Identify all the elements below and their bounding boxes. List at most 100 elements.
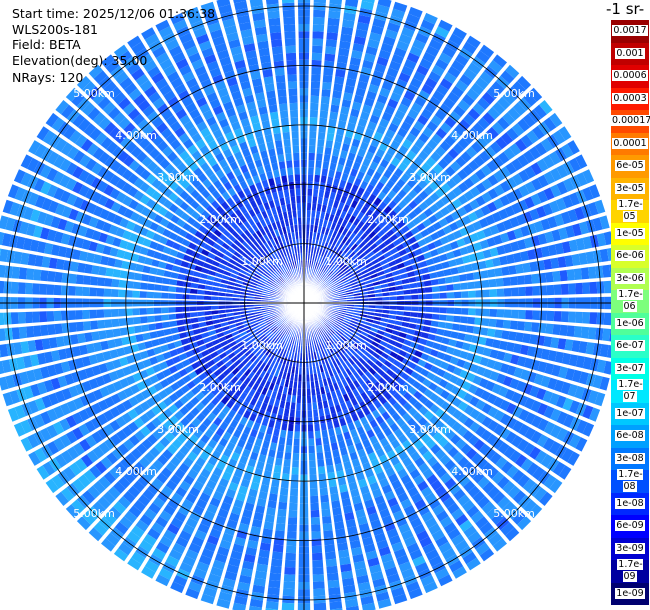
range-gate-cell (395, 78, 408, 90)
range-gate-cell (474, 280, 483, 289)
range-gate-cell (60, 450, 74, 464)
range-gate-cell (555, 197, 567, 211)
range-gate-cell (248, 532, 260, 542)
range-gate-cell (413, 439, 424, 450)
range-gate-cell (511, 158, 523, 171)
range-gate-cell (333, 382, 340, 391)
range-gate-cell (279, 348, 285, 356)
range-gate-cell (338, 327, 346, 334)
range-gate-cell (325, 347, 331, 355)
range-gate-cell (104, 278, 113, 287)
range-gate-cell (318, 317, 325, 324)
range-gate-cell (147, 385, 157, 396)
range-gate-cell (141, 566, 156, 579)
range-gate-cell (247, 371, 255, 380)
range-gate-cell (489, 141, 502, 154)
range-gate-cell (393, 1, 408, 13)
range-gate-cell (252, 406, 260, 416)
range-gate-cell (327, 329, 334, 336)
range-gate-cell (168, 392, 179, 403)
range-gate-cell (341, 143, 350, 152)
range-gate-cell (337, 54, 349, 64)
range-gate-cell (509, 320, 518, 330)
range-gate-cell (386, 323, 395, 329)
range-gate-cell (180, 417, 190, 427)
range-gate-cell (309, 117, 318, 125)
range-gate-cell (455, 53, 469, 67)
range-gate-cell (277, 508, 287, 517)
range-gate-cell (446, 202, 456, 213)
range-gate-cell (310, 337, 314, 346)
range-gate-cell (408, 276, 417, 283)
range-gate-cell (10, 281, 19, 294)
range-gate-cell (255, 368, 263, 376)
range-gate-cell (347, 261, 355, 268)
range-gate-cell (360, 180, 369, 190)
range-gate-cell (446, 284, 454, 291)
range-gate-cell (279, 487, 289, 496)
range-gate-cell (432, 293, 440, 299)
range-gate-cell (139, 308, 147, 315)
range-gate-cell (227, 409, 236, 419)
range-gate-cell (342, 319, 351, 325)
range-gate-cell (420, 575, 435, 587)
range-gate-cell (233, 429, 242, 439)
range-gate-cell (339, 556, 351, 566)
range-gate-cell (329, 406, 336, 415)
range-gate-cell (471, 452, 483, 465)
range-gate-cell (448, 339, 457, 347)
range-gate-cell (386, 242, 396, 251)
range-gate-cell (416, 222, 426, 232)
range-gate-cell (340, 33, 352, 43)
range-gate-cell (367, 475, 377, 485)
range-gate-cell (328, 316, 336, 322)
range-gate-cell (543, 474, 557, 489)
range-gate-cell (451, 173, 463, 185)
range-gate-cell (520, 369, 530, 381)
range-gate-cell (475, 399, 486, 411)
range-gate-cell (341, 378, 348, 387)
range-gate-cell (168, 549, 183, 561)
range-gate-cell (468, 211, 478, 222)
range-gate-cell (54, 454, 68, 468)
range-gate-cell (234, 445, 243, 455)
range-gate-cell (515, 263, 524, 274)
range-gate-cell (435, 408, 446, 419)
range-gate-cell (314, 217, 320, 226)
range-gate-cell (197, 523, 210, 534)
range-gate-cell (324, 190, 331, 199)
range-gate-cell (274, 530, 285, 539)
range-gate-cell (331, 246, 338, 254)
range-gate-cell (332, 265, 339, 272)
range-gate-cell (503, 446, 516, 459)
range-gate-cell (363, 340, 371, 348)
range-gate-cell (495, 278, 504, 287)
range-gate-cell (492, 339, 501, 349)
range-gate-cell (194, 367, 204, 376)
range-gate-cell (556, 181, 568, 195)
range-gate-cell (363, 324, 372, 330)
range-gate-cell (267, 341, 274, 349)
range-gate-cell (492, 491, 506, 505)
range-gate-cell (473, 354, 482, 364)
range-gate-cell (513, 367, 524, 379)
range-gate-cell (324, 385, 330, 394)
range-gate-cell (194, 529, 207, 541)
range-gate-cell (153, 292, 162, 299)
range-gate-cell (215, 443, 225, 454)
range-gate-cell (216, 382, 225, 391)
range-gate-cell (415, 275, 424, 282)
range-gate-cell (582, 169, 595, 184)
range-gate-cell (315, 160, 322, 169)
range-gate-cell (167, 498, 180, 510)
range-gate-cell (282, 341, 288, 350)
range-gate-cell (257, 352, 265, 360)
range-gate-cell (459, 350, 469, 360)
range-gate-cell (266, 366, 273, 374)
range-gate-cell (341, 26, 354, 36)
range-gate-cell (383, 347, 392, 355)
range-gate-cell (316, 445, 323, 453)
range-gate-cell (392, 252, 401, 260)
range-gate-cell (275, 457, 283, 466)
range-gate-cell (345, 519, 357, 528)
